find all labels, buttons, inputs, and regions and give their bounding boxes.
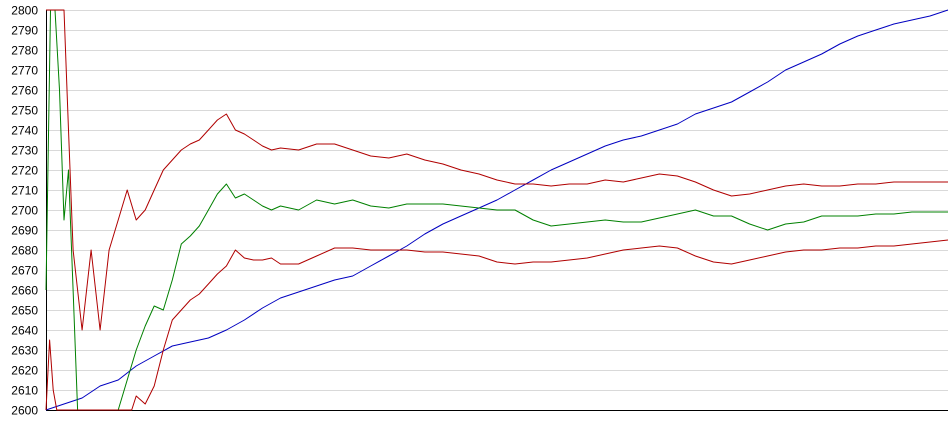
y-tick-label: 2670 xyxy=(11,264,38,278)
y-tick-label: 2610 xyxy=(11,384,38,398)
y-tick-label: 2600 xyxy=(11,404,38,418)
y-tick-label: 2680 xyxy=(11,244,38,258)
y-tick-label: 2630 xyxy=(11,344,38,358)
y-tick-label: 2650 xyxy=(11,304,38,318)
y-tick-label: 2750 xyxy=(11,104,38,118)
y-tick-label: 2800 xyxy=(11,4,38,18)
y-tick-label: 2760 xyxy=(11,84,38,98)
y-tick-label: 2690 xyxy=(11,224,38,238)
y-tick-label: 2790 xyxy=(11,24,38,38)
chart-axes xyxy=(46,10,948,411)
y-tick-label: 2700 xyxy=(11,204,38,218)
y-tick-label: 2740 xyxy=(11,124,38,138)
y-tick-label: 2660 xyxy=(11,284,38,298)
y-tick-label: 2620 xyxy=(11,364,38,378)
y-axis-tick-labels: 2600 2610 2620 2630 2640 2650 2660 2670 2680 2690… xyxy=(11,4,38,418)
series-line-3 xyxy=(46,9,948,331)
y-tick-label: 2640 xyxy=(11,324,38,338)
chart-grid xyxy=(46,10,948,391)
y-tick-label: 2730 xyxy=(11,144,38,158)
series-line-4 xyxy=(45,239,949,411)
series-line-1 xyxy=(45,9,949,411)
y-tick-label: 2710 xyxy=(11,184,38,198)
y-tick-label: 2780 xyxy=(11,44,38,58)
y-tick-label: 2770 xyxy=(11,64,38,78)
chart-series xyxy=(45,9,949,411)
y-tick-label: 2720 xyxy=(11,164,38,178)
